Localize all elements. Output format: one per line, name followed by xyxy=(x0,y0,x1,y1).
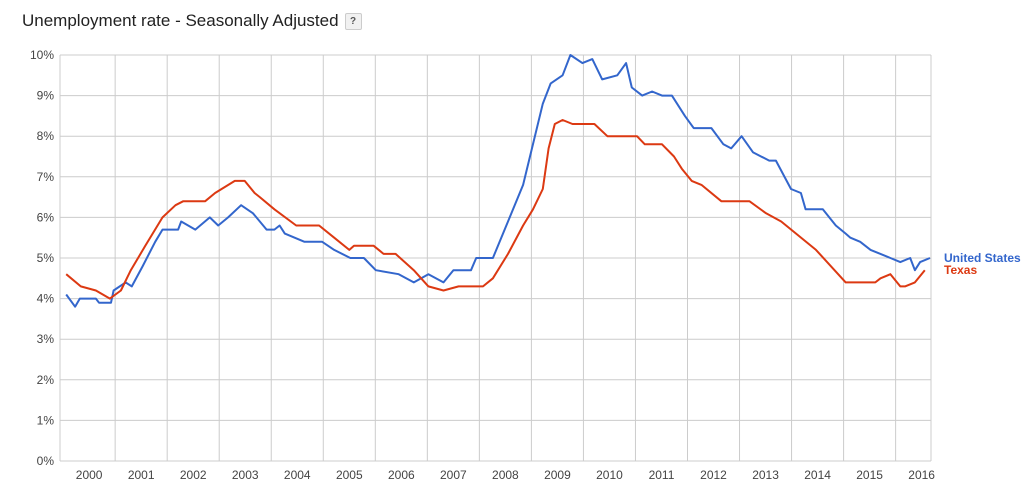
x-tick-label: 2012 xyxy=(700,468,727,482)
x-tick-label: 2003 xyxy=(232,468,259,482)
x-tick-label: 2006 xyxy=(388,468,415,482)
x-tick-label: 2011 xyxy=(649,468,675,482)
y-tick-label: 2% xyxy=(37,373,55,387)
x-tick-label: 2009 xyxy=(544,468,571,482)
x-tick-label: 2013 xyxy=(752,468,779,482)
x-tick-label: 2014 xyxy=(804,468,831,482)
x-tick-label: 2015 xyxy=(856,468,883,482)
series-line-united-states xyxy=(65,54,931,308)
x-tick-label: 2016 xyxy=(908,468,935,482)
x-tick-label: 2010 xyxy=(596,468,623,482)
y-tick-label: 3% xyxy=(37,332,55,346)
legend-united-states: United States xyxy=(944,251,1021,265)
x-tick-label: 2007 xyxy=(440,468,467,482)
chart-title-bar: Unemployment rate - Seasonally Adjusted … xyxy=(22,11,362,31)
y-tick-label: 6% xyxy=(37,210,55,224)
legend-texas: Texas xyxy=(944,263,977,277)
chart-title: Unemployment rate - Seasonally Adjusted xyxy=(22,11,339,30)
series-line-texas xyxy=(65,119,926,300)
y-tick-label: 10% xyxy=(30,48,54,62)
y-tick-label: 7% xyxy=(37,170,55,184)
help-button[interactable]: ? xyxy=(344,12,362,30)
x-tick-label: 2000 xyxy=(76,468,103,482)
x-tick-label: 2008 xyxy=(492,468,519,482)
y-tick-label: 1% xyxy=(37,413,55,427)
y-tick-label: 9% xyxy=(37,89,55,103)
y-tick-label: 0% xyxy=(37,454,55,468)
x-tick-label: 2001 xyxy=(128,468,155,482)
y-tick-label: 5% xyxy=(37,251,55,265)
x-tick-label: 2002 xyxy=(180,468,207,482)
y-tick-label: 4% xyxy=(37,292,55,306)
x-tick-label: 2004 xyxy=(284,468,311,482)
y-tick-label: 8% xyxy=(37,129,55,143)
x-tick-label: 2005 xyxy=(336,468,363,482)
